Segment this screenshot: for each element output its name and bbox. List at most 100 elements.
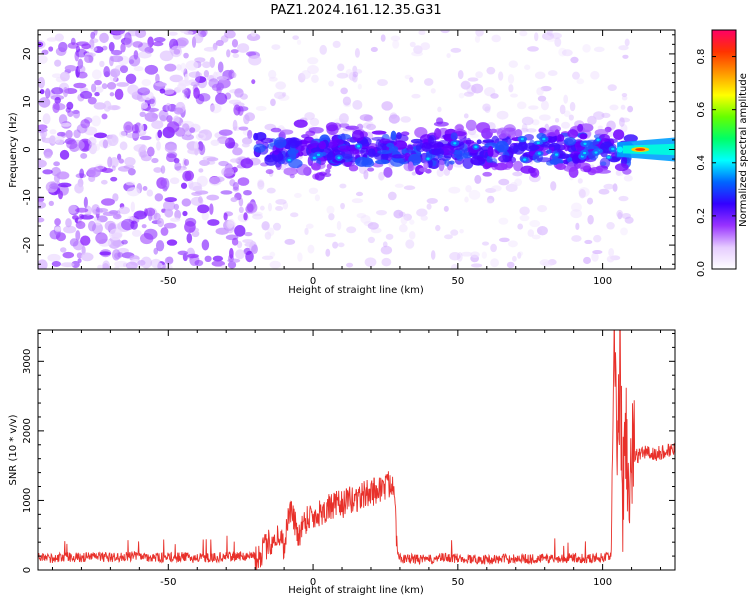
spectrogram-blob: [453, 142, 457, 145]
spectrogram-blob: [614, 163, 629, 172]
spectrogram-blob: [490, 243, 497, 253]
spectrogram-blob: [146, 189, 154, 197]
spectrogram-blob: [232, 181, 239, 191]
spectrogram-blob: [101, 113, 108, 120]
spectrogram-blob: [371, 130, 387, 135]
spectrogram-blob: [110, 49, 123, 56]
spectrogram-blob: [67, 110, 74, 118]
spectrogram-blob: [101, 198, 115, 206]
spectrogram-blob: [337, 242, 345, 248]
spectrogram-blob: [166, 153, 177, 163]
spectrogram-blob: [340, 87, 348, 95]
spectrogram-blob: [448, 186, 461, 194]
spectrogram-blob: [527, 229, 535, 237]
spectrogram-blob: [601, 112, 611, 118]
spectrogram-blob: [93, 132, 108, 139]
spectrogram-blob: [550, 181, 557, 191]
spectrogram-blob: [547, 259, 557, 266]
spectrogram-blob: [381, 101, 393, 111]
spectrogram-blob: [38, 76, 45, 89]
spectrogram-blob: [244, 242, 255, 247]
spectrogram-blob: [118, 158, 125, 164]
spectrogram-blob: [65, 218, 72, 228]
spectrogram-blob: [217, 136, 229, 145]
spectrogram-blob: [119, 65, 129, 74]
spectrogram-blob: [144, 64, 159, 75]
spectrogram-blob: [324, 233, 337, 238]
spectrogram-blob: [209, 203, 214, 215]
spectrogram-blob: [59, 71, 70, 82]
spectrogram-blob: [536, 226, 548, 236]
spectrogram-blob: [486, 66, 496, 75]
spectrogram-blob: [433, 148, 445, 157]
spectrogram-ytick-label: 20: [22, 48, 33, 61]
spectrogram-blob: [180, 182, 188, 189]
spectrogram-blob: [440, 30, 450, 34]
spectrogram-blob: [240, 158, 254, 169]
spectrogram-blob: [368, 148, 376, 158]
spectrogram-blob: [154, 193, 164, 202]
spectrogram-blob: [376, 79, 388, 87]
spectrogram-blob: [185, 130, 191, 136]
spectrogram-blob: [444, 158, 450, 167]
spectrogram-blob: [51, 166, 61, 177]
spectrogram-blob: [287, 158, 291, 162]
spectrogram-blob: [251, 79, 256, 85]
spectrogram-blob: [95, 220, 102, 226]
spectrogram-blob: [571, 235, 582, 242]
spectrogram-blob: [400, 216, 408, 225]
spectrogram-blob: [166, 115, 173, 123]
spectrogram-ylabel: Frequency (Hz): [8, 112, 19, 188]
spectrogram-blob: [200, 30, 207, 38]
spectrogram-blob: [426, 157, 430, 160]
spectrogram-blob: [426, 203, 432, 210]
spectrogram-blob: [391, 154, 405, 159]
spectrogram-blob: [260, 205, 265, 211]
spectrogram-blob: [325, 248, 331, 257]
spectrogram-blob: [141, 144, 146, 149]
spectrogram-blob: [164, 208, 174, 218]
spectrogram-blob: [578, 188, 586, 199]
spectrogram-blob: [588, 166, 603, 174]
spectrogram-blob: [144, 112, 158, 122]
spectrogram-blob: [539, 259, 551, 266]
spectrogram-blob: [124, 156, 136, 167]
spectrogram-xtick-label: -50: [160, 276, 176, 287]
spectrogram-blob: [87, 220, 97, 232]
spectrogram-blob: [183, 52, 189, 59]
spectrogram-blob: [577, 162, 591, 170]
spectrogram-blob: [426, 197, 438, 204]
spectrogram-blob: [491, 185, 502, 192]
spectrogram-blob: [220, 190, 233, 195]
spectrogram-blob: [508, 84, 514, 93]
spectrogram-blob: [352, 99, 363, 110]
spectrogram-blob: [520, 137, 524, 141]
spectrogram-blob: [195, 132, 207, 141]
spectrogram-blob: [300, 69, 311, 80]
spectrogram-blob: [567, 129, 579, 139]
spectrogram-blob: [51, 260, 62, 267]
spectrogram-blob: [126, 187, 141, 197]
spectrogram-blob: [109, 156, 119, 168]
spectrogram-blob: [273, 137, 287, 149]
spectrogram-blob: [251, 244, 258, 255]
spectrogram-blob: [309, 117, 320, 127]
spectrogram-blob: [600, 161, 607, 166]
spectrogram-blob: [80, 119, 91, 129]
spectrogram-blob: [176, 37, 189, 47]
spectrogram-blob: [223, 212, 228, 221]
spectrogram-blob: [87, 167, 101, 178]
spectrogram-blob: [94, 143, 101, 151]
spectrogram-blob: [326, 124, 339, 136]
spectrogram-blob: [476, 139, 482, 145]
spectrogram-blob: [547, 70, 558, 77]
spectrogram-blob: [275, 81, 287, 90]
spectrogram-blob: [142, 91, 154, 101]
spectrogram-blob: [215, 227, 229, 235]
spectrogram-blob: [155, 73, 160, 84]
spectrogram-blob: [390, 145, 399, 152]
spectrogram-blob: [495, 140, 509, 153]
spectrogram-blob: [364, 257, 377, 268]
spectrogram-blob: [102, 211, 117, 216]
spectrogram-blob: [489, 128, 497, 134]
